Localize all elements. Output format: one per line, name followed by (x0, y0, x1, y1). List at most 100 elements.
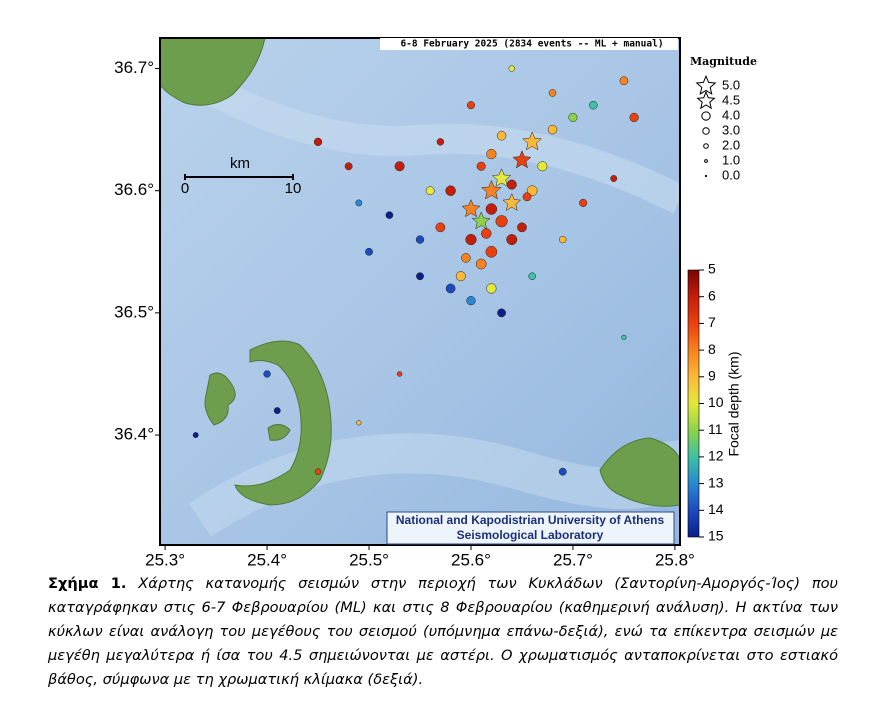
colorbar-tick-label: 15 (708, 528, 724, 544)
event (365, 247, 373, 256)
event (396, 371, 403, 377)
event (495, 215, 508, 228)
event (475, 258, 487, 270)
legend-label: 5.0 (722, 77, 740, 92)
caption-text: Χάρτης κατανομής σεισμών στην περιοχή τω… (48, 575, 838, 688)
legend-symbol (704, 174, 708, 178)
event (385, 211, 394, 219)
legend-label: 2.0 (722, 137, 740, 152)
caption-label: Σχήμα 1. (48, 575, 127, 592)
colorbar-tick-label: 14 (708, 501, 724, 517)
y-tick-label: 36.4° (114, 425, 154, 444)
event (445, 283, 456, 294)
colorbar-tick-label: 8 (708, 341, 716, 357)
event-star (491, 168, 512, 187)
legend-label: 3.0 (722, 122, 740, 137)
legend-title: Magnitude (690, 55, 757, 68)
title-box (380, 38, 678, 50)
colorbar-tick-label: 5 (708, 261, 716, 277)
event (548, 89, 557, 97)
x-tick-label: 25.5° (349, 550, 389, 569)
event (455, 271, 466, 282)
event (485, 245, 498, 258)
event (465, 234, 477, 246)
colorbar-tick-label: 12 (708, 448, 724, 464)
institution: Seismological Laboratory (457, 528, 604, 542)
event (192, 432, 199, 439)
institution-box (386, 511, 675, 545)
event-star (502, 192, 522, 211)
colorbar-label: Focal depth (km) (726, 351, 742, 456)
caption: Σχήμα 1. Χάρτης κατανομής σεισμών στην π… (48, 572, 838, 692)
event (558, 467, 567, 476)
colorbar-tick-label: 10 (708, 394, 724, 410)
event (508, 65, 515, 72)
event (621, 334, 627, 340)
event (425, 186, 435, 196)
institution: National and Kapodistrian University of … (396, 513, 665, 527)
event (589, 100, 598, 110)
event-star (512, 150, 532, 169)
x-tick-label: 25.7° (553, 550, 593, 569)
event (506, 234, 518, 246)
event (476, 161, 486, 171)
y-tick-label: 36.6° (114, 180, 154, 199)
event (619, 76, 629, 86)
event (481, 228, 492, 239)
legend-symbol (704, 159, 708, 163)
scale-unit: km (230, 155, 250, 172)
event (579, 198, 588, 207)
event (496, 130, 507, 141)
event (547, 124, 558, 135)
event (559, 235, 567, 244)
event (313, 137, 323, 146)
event (415, 235, 425, 244)
event (528, 272, 536, 281)
legend-label: 4.5 (722, 92, 740, 107)
event (526, 185, 538, 197)
x-tick-label: 25.8° (655, 550, 695, 569)
event-star (461, 198, 481, 218)
event (568, 112, 578, 122)
event (416, 272, 424, 281)
event (461, 253, 471, 263)
event (314, 468, 322, 475)
colorbar-tick-label: 13 (708, 474, 724, 490)
scale-tick-label: 10 (285, 180, 302, 197)
legend-symbol (695, 74, 717, 95)
basemap (160, 38, 680, 545)
event (486, 148, 497, 160)
event (263, 370, 271, 378)
map-figure: 6-8 February 2025 (2834 events -- ML + m… (114, 37, 757, 569)
legend-symbol (701, 111, 711, 121)
legend-label: 1.0 (722, 152, 740, 167)
event-star (522, 131, 543, 151)
event (537, 161, 548, 172)
event (466, 296, 476, 306)
map-title: 6-8 February 2025 (2834 events -- ML + m… (400, 39, 663, 50)
colorbar-tick-label: 9 (708, 368, 716, 384)
x-tick-label: 25.3° (145, 550, 185, 569)
event (356, 420, 362, 426)
event-star (471, 211, 491, 230)
event (466, 101, 476, 110)
legend-symbol (703, 143, 709, 149)
legend-symbol (702, 127, 710, 135)
y-tick-label: 36.7° (114, 58, 154, 77)
event (355, 199, 363, 207)
y-tick-label: 36.5° (114, 302, 154, 321)
event (497, 308, 506, 318)
event (506, 179, 517, 190)
event (522, 192, 532, 202)
scale-tick-label: 0 (181, 180, 189, 197)
legend-label: 4.0 (722, 107, 740, 122)
event (394, 161, 405, 172)
colorbar-tick-label: 11 (708, 421, 723, 437)
event (436, 138, 445, 146)
legend-label: 0.0 (722, 167, 740, 182)
colorbar-tick-label: 6 (708, 287, 716, 303)
colorbar-tick-label: 7 (708, 314, 716, 330)
event (517, 222, 527, 233)
event-star (480, 179, 502, 200)
event (610, 175, 618, 182)
